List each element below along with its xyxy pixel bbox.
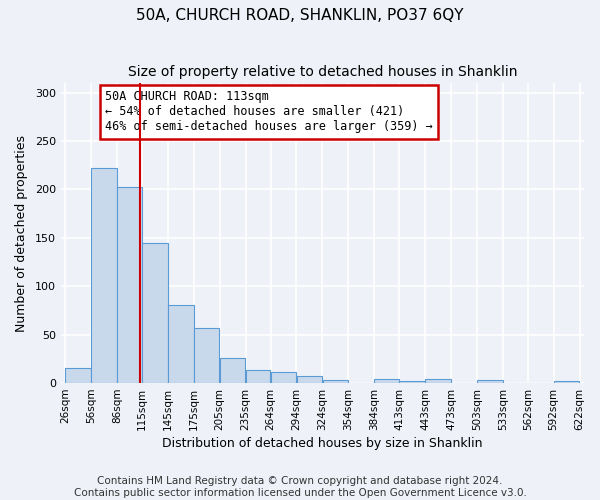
Bar	[246, 370, 271, 383]
Bar	[400, 381, 425, 383]
Bar	[220, 358, 245, 383]
Y-axis label: Number of detached properties: Number of detached properties	[15, 134, 28, 332]
Bar	[271, 372, 296, 383]
Bar	[168, 304, 194, 383]
Bar	[142, 242, 168, 383]
Title: Size of property relative to detached houses in Shanklin: Size of property relative to detached ho…	[128, 65, 517, 79]
Bar	[91, 168, 117, 383]
Bar	[477, 380, 503, 383]
Text: 50A CHURCH ROAD: 113sqm
← 54% of detached houses are smaller (421)
46% of semi-d: 50A CHURCH ROAD: 113sqm ← 54% of detache…	[106, 90, 433, 134]
Bar	[323, 380, 348, 383]
Bar	[374, 379, 399, 383]
Bar	[425, 379, 451, 383]
Bar	[554, 381, 580, 383]
Bar	[65, 368, 91, 383]
Text: 50A, CHURCH ROAD, SHANKLIN, PO37 6QY: 50A, CHURCH ROAD, SHANKLIN, PO37 6QY	[136, 8, 464, 22]
X-axis label: Distribution of detached houses by size in Shanklin: Distribution of detached houses by size …	[162, 437, 482, 450]
Bar	[117, 186, 142, 383]
Bar	[297, 376, 322, 383]
Text: Contains HM Land Registry data © Crown copyright and database right 2024.
Contai: Contains HM Land Registry data © Crown c…	[74, 476, 526, 498]
Bar	[194, 328, 220, 383]
